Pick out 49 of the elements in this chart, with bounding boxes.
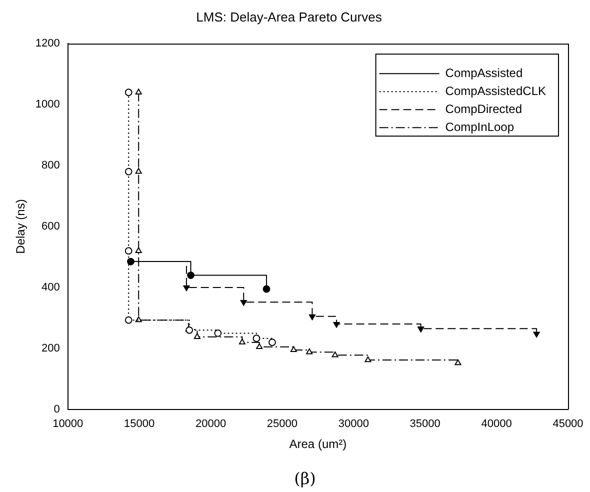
y-tick-label: 200	[42, 342, 60, 354]
point	[240, 300, 247, 306]
point	[124, 247, 132, 255]
y-tick-label: 1000	[35, 98, 60, 111]
x-tick-label: 20000	[195, 418, 226, 430]
point	[306, 348, 313, 354]
legend-label: CompDirected	[445, 102, 522, 116]
point	[454, 359, 462, 366]
x-axis-title: Area (um²)	[289, 437, 347, 452]
point	[238, 338, 246, 344]
point	[290, 346, 297, 352]
y-tick-label: 800	[42, 160, 60, 172]
legend-label: CompAssistedCLK	[445, 84, 546, 98]
point	[418, 326, 424, 332]
point	[533, 332, 540, 338]
point	[308, 314, 316, 320]
x-tick-label: 40000	[481, 418, 512, 430]
point	[214, 329, 222, 337]
x-tick-label: 35000	[410, 418, 440, 430]
point	[187, 272, 194, 279]
point	[135, 168, 142, 174]
x-tick-label: 30000	[338, 418, 369, 430]
point	[332, 351, 338, 358]
y-tick-label: 400	[42, 282, 60, 294]
y-axis-title: Delay (ns)	[14, 199, 28, 254]
point	[194, 333, 200, 339]
x-tick-label: 25000	[266, 418, 298, 430]
y-tick-label: 0	[54, 403, 60, 416]
x-tick-label: 15000	[124, 418, 155, 430]
chart-title: LMS: Delay-Area Pareto Curves	[196, 9, 382, 24]
point	[262, 285, 270, 293]
point	[333, 322, 340, 328]
legend-label: CompAssisted	[445, 66, 523, 80]
point	[183, 285, 190, 292]
point	[252, 334, 260, 342]
y-tick-label: 600	[42, 220, 60, 233]
point	[124, 168, 132, 176]
point	[135, 88, 142, 94]
x-tick-label: 10000	[52, 418, 84, 430]
point	[256, 343, 263, 350]
point	[135, 247, 142, 253]
point	[364, 356, 372, 362]
y-tick-label: 1200	[35, 38, 60, 50]
point	[124, 316, 132, 324]
text: (β)	[294, 469, 316, 488]
x-tick-label: 45000	[552, 418, 584, 430]
point	[268, 338, 276, 346]
legend-label: CompInLoop	[445, 120, 514, 134]
point	[124, 88, 132, 96]
